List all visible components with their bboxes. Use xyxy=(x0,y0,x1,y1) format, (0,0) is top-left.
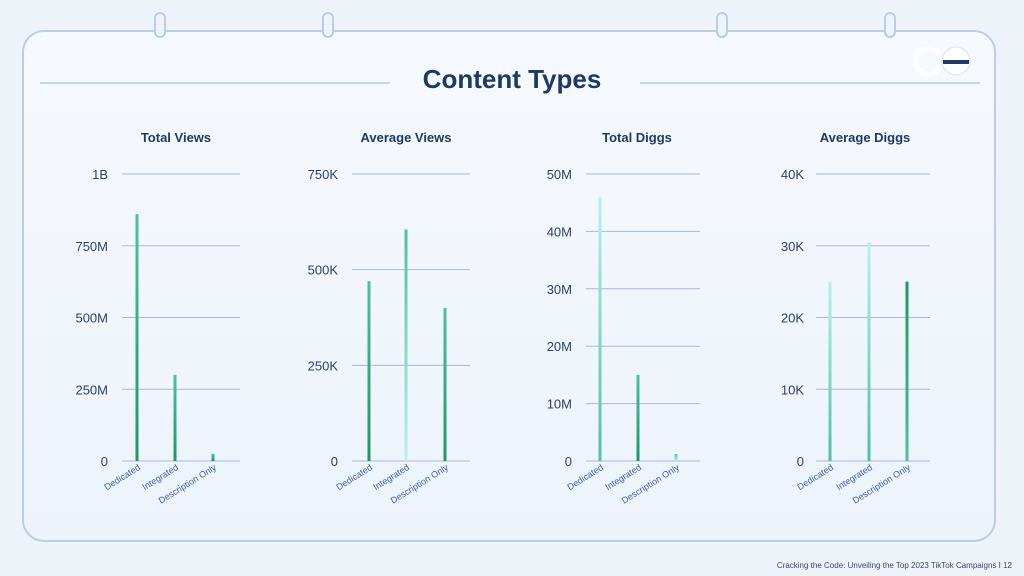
slide-title: Content Types xyxy=(422,64,602,94)
y-tick-label: 50M xyxy=(547,167,572,182)
chart-title: Average Diggs xyxy=(820,130,911,145)
brand-logo-icon xyxy=(913,45,971,77)
binder-ring xyxy=(154,12,166,38)
y-tick-label: 0 xyxy=(331,454,338,469)
y-tick-label: 20M xyxy=(547,339,572,354)
y-tick-label: 0 xyxy=(797,454,804,469)
y-tick-label: 500M xyxy=(75,311,108,326)
title-divider-right xyxy=(640,82,980,84)
y-tick-label: 250K xyxy=(308,358,339,373)
bar xyxy=(135,214,139,461)
y-tick-label: 30K xyxy=(781,239,804,254)
bar xyxy=(674,454,678,461)
y-tick-label: 40M xyxy=(547,224,572,239)
y-tick-label: 250M xyxy=(75,382,108,397)
bar xyxy=(636,374,640,461)
y-tick-label: 0 xyxy=(101,454,108,469)
chart-title: Average Views xyxy=(360,130,451,145)
bar xyxy=(867,242,871,461)
binder-ring xyxy=(884,12,896,38)
title-divider-left xyxy=(40,82,390,84)
bar xyxy=(404,229,408,461)
bar xyxy=(905,281,909,461)
y-tick-label: 0 xyxy=(565,454,572,469)
y-tick-label: 10K xyxy=(781,382,804,397)
bar xyxy=(173,374,177,461)
bar xyxy=(828,281,832,461)
footer-text: Cracking the Code: Unveiling the Top 202… xyxy=(776,561,1012,570)
y-tick-label: 750M xyxy=(75,239,108,254)
y-tick-label: 750K xyxy=(308,167,339,182)
bar xyxy=(211,453,215,461)
binder-ring xyxy=(716,12,728,38)
chart-title: Total Diggs xyxy=(602,130,672,145)
y-tick-label: 40K xyxy=(781,167,804,182)
slide-frame xyxy=(22,30,996,542)
x-category-label: Dedicated xyxy=(334,462,374,492)
y-tick-label: 10M xyxy=(547,397,572,412)
y-tick-label: 1B xyxy=(92,167,108,182)
x-category-label: Dedicated xyxy=(102,462,142,492)
bar xyxy=(367,281,371,461)
y-tick-label: 30M xyxy=(547,282,572,297)
y-tick-label: 20K xyxy=(781,311,804,326)
y-tick-label: 500K xyxy=(308,263,339,278)
bar xyxy=(598,196,602,461)
bar xyxy=(443,307,447,461)
binder-ring xyxy=(322,12,334,38)
chart-title: Total Views xyxy=(141,130,211,145)
